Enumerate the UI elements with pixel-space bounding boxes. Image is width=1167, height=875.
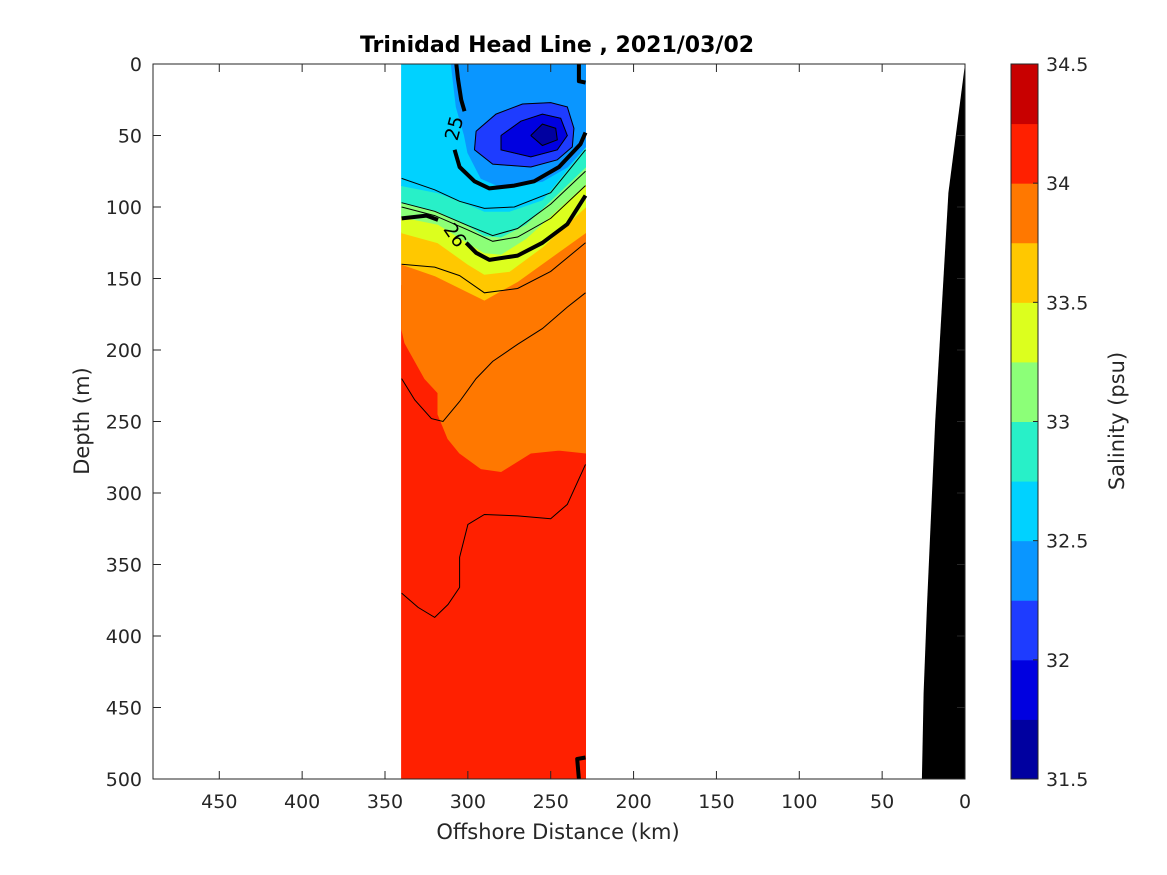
y-tick-label-2: 100 bbox=[106, 197, 142, 219]
colorbar-tick-label-1: 32 bbox=[1046, 650, 1070, 672]
x-axis-ticks: 450 400 350 300 250 200 150 100 50 0 bbox=[201, 64, 971, 813]
thin-contour-7 bbox=[500, 113, 568, 158]
y-tick-label-10: 500 bbox=[106, 769, 142, 791]
x-tick-label-4: 250 bbox=[533, 791, 569, 813]
colorbar bbox=[1010, 63, 1039, 780]
thin-contour-6 bbox=[473, 102, 575, 168]
colorbar-segment-7 bbox=[1011, 302, 1038, 363]
thin-contour-2 bbox=[401, 464, 586, 619]
x-tick-label-2: 350 bbox=[367, 791, 403, 813]
x-tick-label-0: 450 bbox=[201, 791, 237, 813]
colorbar-tick-label-2: 32.5 bbox=[1046, 531, 1088, 553]
y-tick-label-3: 150 bbox=[106, 269, 142, 291]
colorbar-label: Salinity (psu) bbox=[1105, 352, 1129, 490]
colorbar-segment-9 bbox=[1011, 183, 1038, 244]
y-axis-ticks: 0 50 100 150 200 250 300 350 400 450 500 bbox=[106, 54, 965, 791]
salinity-filled-contours bbox=[401, 64, 586, 779]
colorbar-segment-4 bbox=[1011, 481, 1038, 542]
colorbar-segment-1 bbox=[1011, 659, 1038, 720]
bathymetry-profile bbox=[921, 64, 965, 779]
y-tick-label-1: 50 bbox=[118, 126, 142, 148]
x-tick-label-8: 50 bbox=[870, 791, 894, 813]
x-tick-label-3: 300 bbox=[450, 791, 486, 813]
y-tick-label-8: 400 bbox=[106, 626, 142, 648]
density-contour-1 bbox=[452, 131, 588, 191]
colorbar-segment-0 bbox=[1011, 719, 1038, 780]
colorbar-segment-8 bbox=[1011, 242, 1038, 303]
x-axis-label: Offshore Distance (km) bbox=[436, 820, 679, 844]
thin-contour-4 bbox=[401, 170, 586, 237]
y-tick-label-4: 200 bbox=[106, 340, 142, 362]
colorbar-ticks: 31.5 32 32.5 33 33.5 34 34.5 bbox=[1033, 54, 1088, 791]
thin-contour-1 bbox=[401, 292, 586, 423]
y-tick-label-7: 350 bbox=[106, 555, 142, 577]
x-tick-label-7: 100 bbox=[781, 791, 817, 813]
colorbar-tick-label-0: 31.5 bbox=[1046, 769, 1088, 791]
thin-contour-0 bbox=[401, 242, 586, 294]
y-tick-label-5: 250 bbox=[106, 412, 142, 434]
y-axis-label: Depth (m) bbox=[70, 367, 94, 474]
density-contour-4 bbox=[576, 64, 586, 85]
chart-title: Trinidad Head Line , 2021/03/02 bbox=[360, 33, 754, 58]
x-tick-label-1: 400 bbox=[284, 791, 320, 813]
density-contour-3 bbox=[464, 194, 588, 262]
y-tick-label-9: 450 bbox=[106, 698, 142, 720]
colorbar-segment-10 bbox=[1011, 123, 1038, 184]
colorbar-tick-label-3: 33 bbox=[1046, 412, 1070, 434]
colorbar-segment-11 bbox=[1011, 64, 1038, 125]
y-tick-label-0: 0 bbox=[130, 54, 142, 76]
x-tick-label-5: 200 bbox=[615, 791, 651, 813]
density-contour-5 bbox=[575, 755, 586, 779]
colorbar-tick-label-4: 33.5 bbox=[1046, 292, 1088, 314]
density-contour-lines bbox=[401, 64, 588, 779]
density-contour-0 bbox=[454, 64, 467, 112]
y-tick-label-6: 300 bbox=[106, 483, 142, 505]
colorbar-tick-label-6: 34.5 bbox=[1046, 54, 1088, 76]
thin-contour-3 bbox=[401, 149, 586, 209]
colorbar-segment-6 bbox=[1011, 361, 1038, 422]
x-tick-label-6: 150 bbox=[698, 791, 734, 813]
thin-contour-5 bbox=[401, 185, 586, 242]
density-contour-2 bbox=[401, 213, 439, 222]
colorbar-segment-5 bbox=[1011, 421, 1038, 482]
seafloor-polygon bbox=[921, 64, 965, 779]
x-tick-label-9: 0 bbox=[959, 791, 971, 813]
colorbar-segment-2 bbox=[1011, 600, 1038, 661]
colorbar-segment-3 bbox=[1011, 540, 1038, 601]
colorbar-tick-label-5: 34 bbox=[1046, 173, 1070, 195]
thin-contour-8 bbox=[530, 123, 558, 147]
